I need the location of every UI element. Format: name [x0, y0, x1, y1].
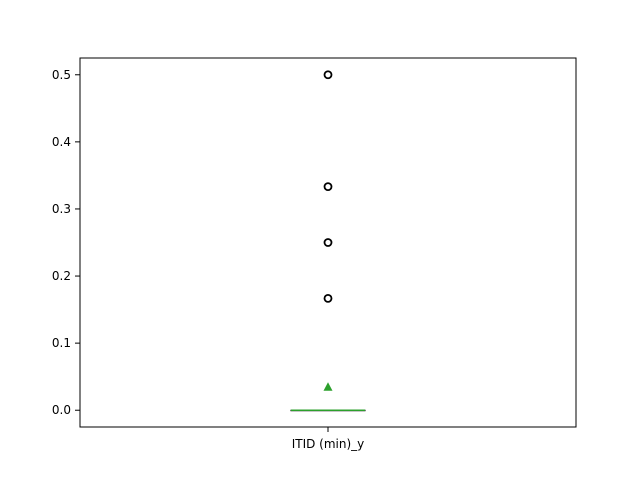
chart-marks — [290, 70, 366, 412]
y-tick-label: 0.5 — [52, 68, 71, 82]
y-tick-label: 0.0 — [52, 403, 71, 417]
plot-area — [80, 58, 576, 427]
outlier-point — [323, 70, 333, 80]
x-tick-label: ITID (min)_y — [292, 437, 365, 451]
outlier-point — [323, 238, 333, 247]
outlier-point — [323, 293, 333, 303]
y-tick-label: 0.2 — [52, 269, 71, 283]
y-tick-label: 0.1 — [52, 336, 71, 350]
y-tick-label: 0.4 — [52, 135, 71, 149]
outlier-point — [323, 182, 333, 192]
mean-marker — [323, 382, 333, 391]
y-tick-label: 0.3 — [52, 202, 71, 216]
x-axis: ITID (min)_y — [292, 427, 365, 451]
y-axis: 0.0 0.1 0.2 0.3 0.4 0.5 — [52, 68, 80, 417]
